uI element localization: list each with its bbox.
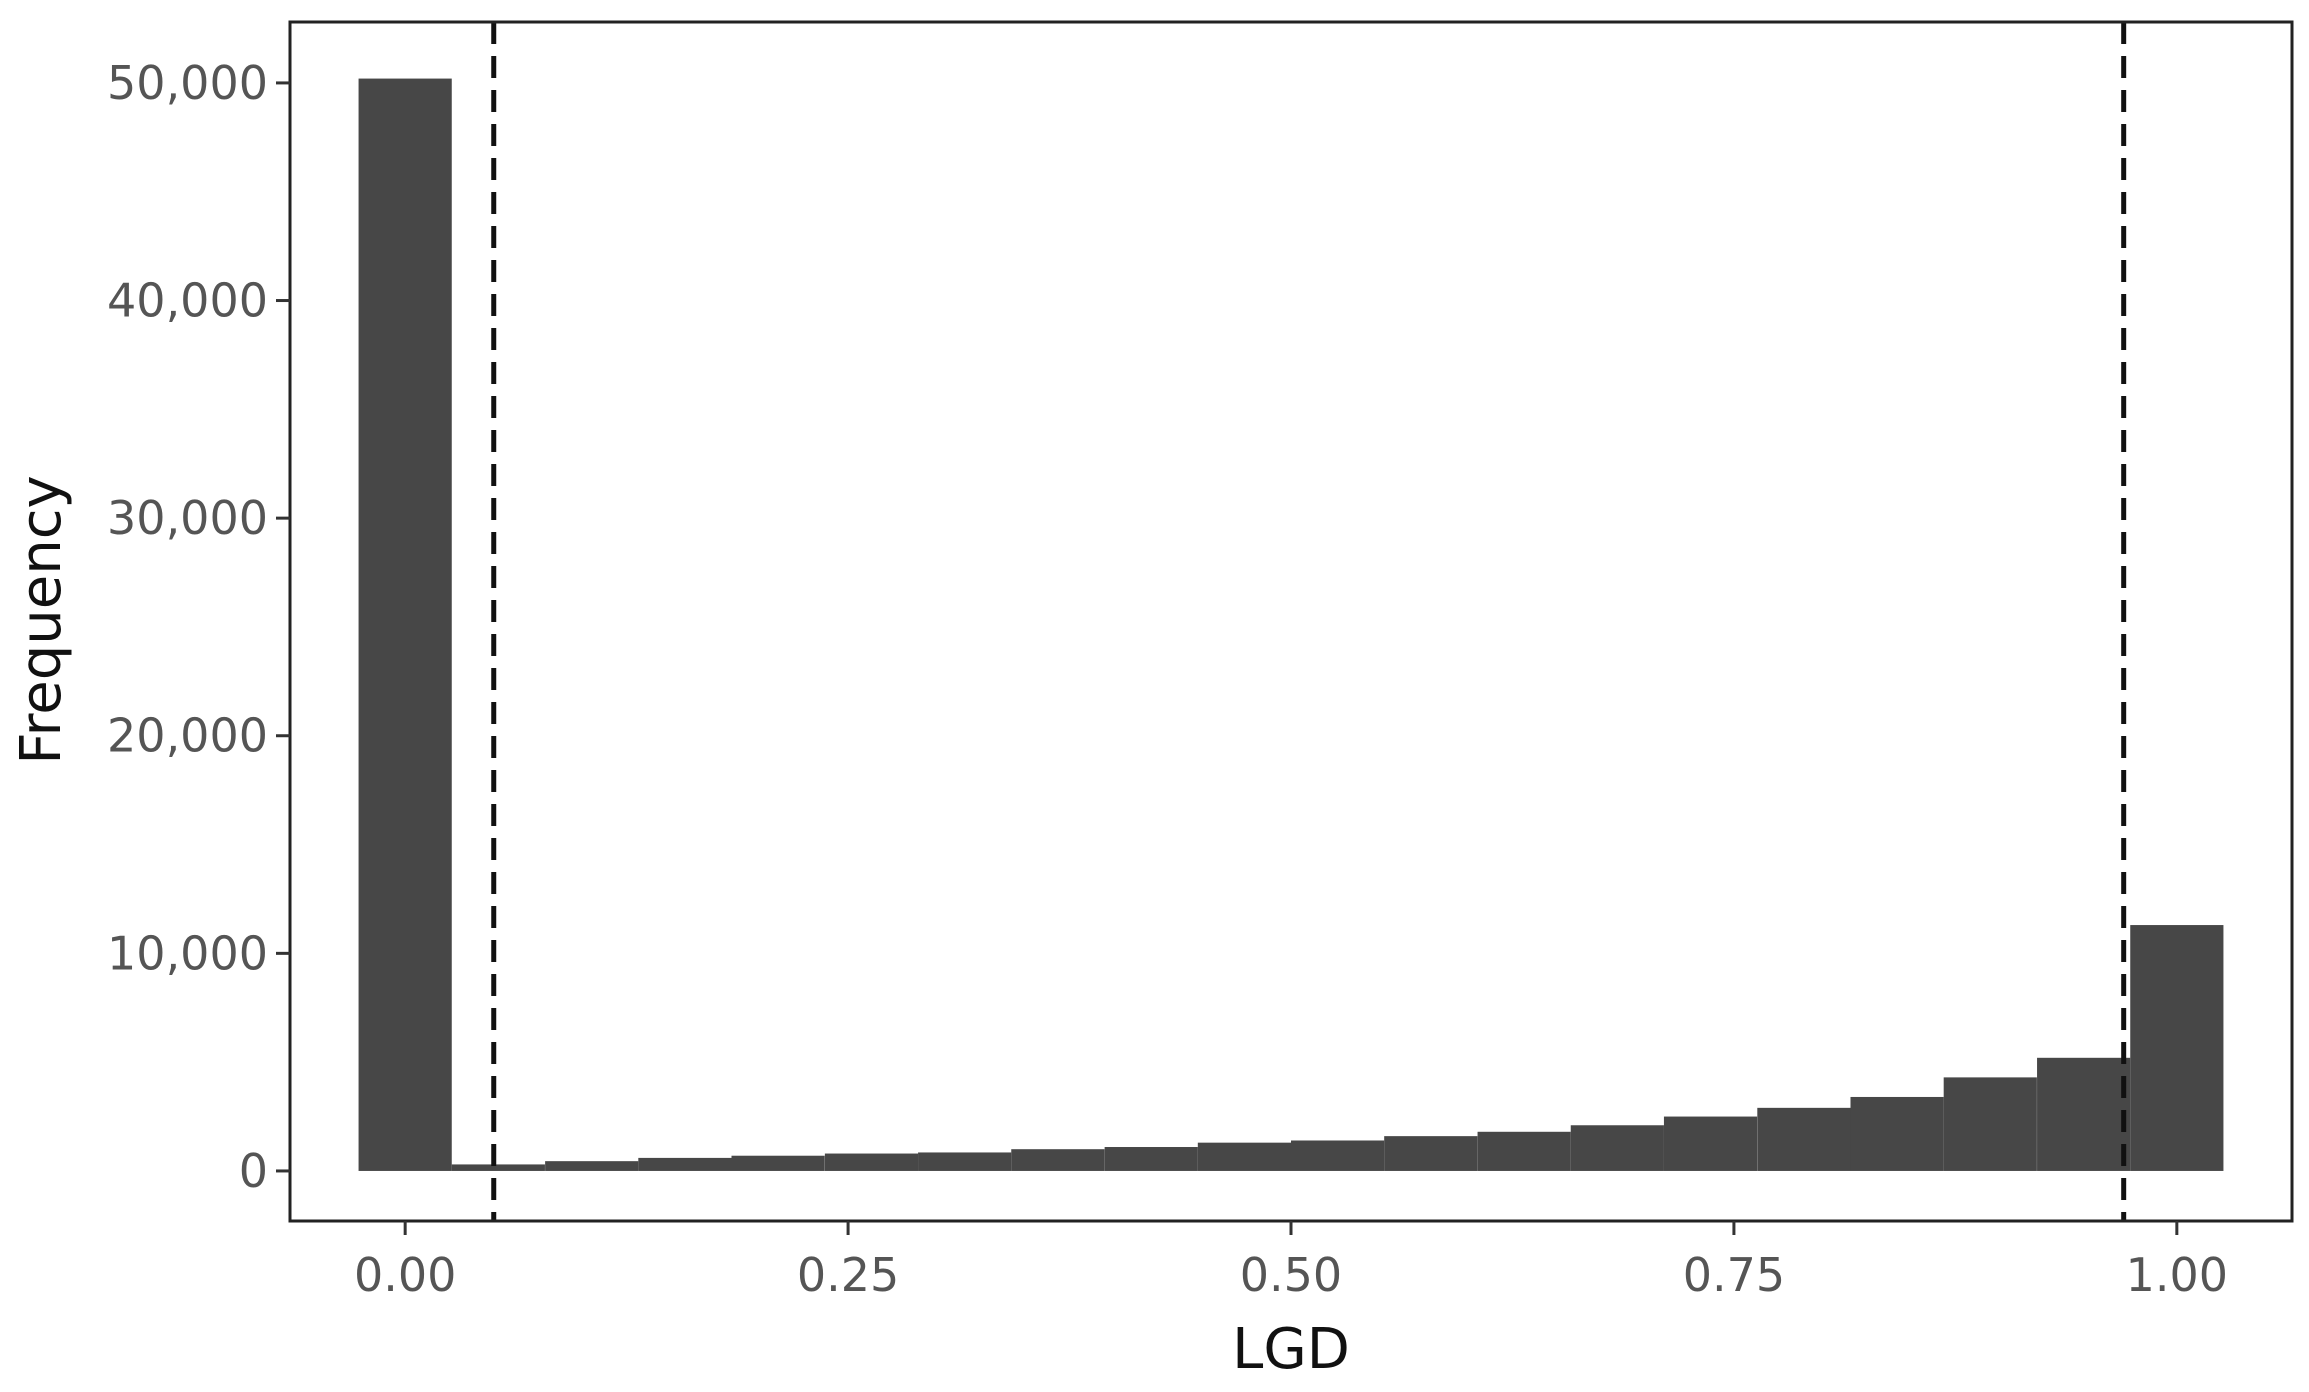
plot-frame (288, 20, 2294, 1223)
histogram-bar (2037, 1057, 2131, 1171)
x-tick-label: 0.00 (354, 1248, 456, 1302)
histogram-bar (1384, 1136, 1478, 1171)
histogram-bar (638, 1157, 732, 1171)
y-tick-label: 30,000 (107, 491, 268, 545)
histogram-bar (451, 1164, 545, 1171)
histogram-bar (731, 1155, 825, 1171)
histogram-bar (1943, 1077, 2037, 1171)
x-axis-title: LGD (1232, 1317, 1350, 1382)
x-tick-label: 0.25 (797, 1248, 899, 1302)
histogram-bar (824, 1153, 919, 1171)
histogram-bar (1757, 1107, 1851, 1171)
histogram-bar (1011, 1149, 1105, 1171)
histogram-bar (545, 1161, 639, 1171)
y-tick-label: 0 (239, 1144, 268, 1198)
histogram-bar (1570, 1125, 1664, 1171)
y-tick-label: 40,000 (107, 274, 268, 328)
y-tick-label: 10,000 (107, 926, 268, 980)
histogram-bar (1291, 1140, 1385, 1171)
y-axis-title: Frequency (9, 475, 74, 764)
y-tick-label: 20,000 (107, 709, 268, 763)
x-tick-label: 0.75 (1683, 1248, 1785, 1302)
histogram-bar (1197, 1142, 1291, 1171)
histogram-bar (1663, 1116, 1758, 1171)
x-tick-label: 0.50 (1240, 1248, 1342, 1302)
y-axis: 0 10,000 20,000 30,000 40,000 50,000 (107, 56, 290, 1198)
histogram-bar (1850, 1096, 1944, 1171)
histogram-bar (2130, 925, 2224, 1171)
x-axis: 0.00 0.25 0.50 0.75 1.00 (354, 1221, 2228, 1302)
histogram-bar (918, 1152, 1012, 1171)
reference-lines (491, 22, 2127, 1221)
histogram-bar (1477, 1131, 1571, 1171)
y-tick-label: 50,000 (107, 56, 268, 110)
histogram-bar (1104, 1147, 1198, 1171)
histogram-bar (358, 78, 452, 1171)
histogram-bars (358, 78, 2224, 1171)
x-tick-label: 1.00 (2126, 1248, 2228, 1302)
